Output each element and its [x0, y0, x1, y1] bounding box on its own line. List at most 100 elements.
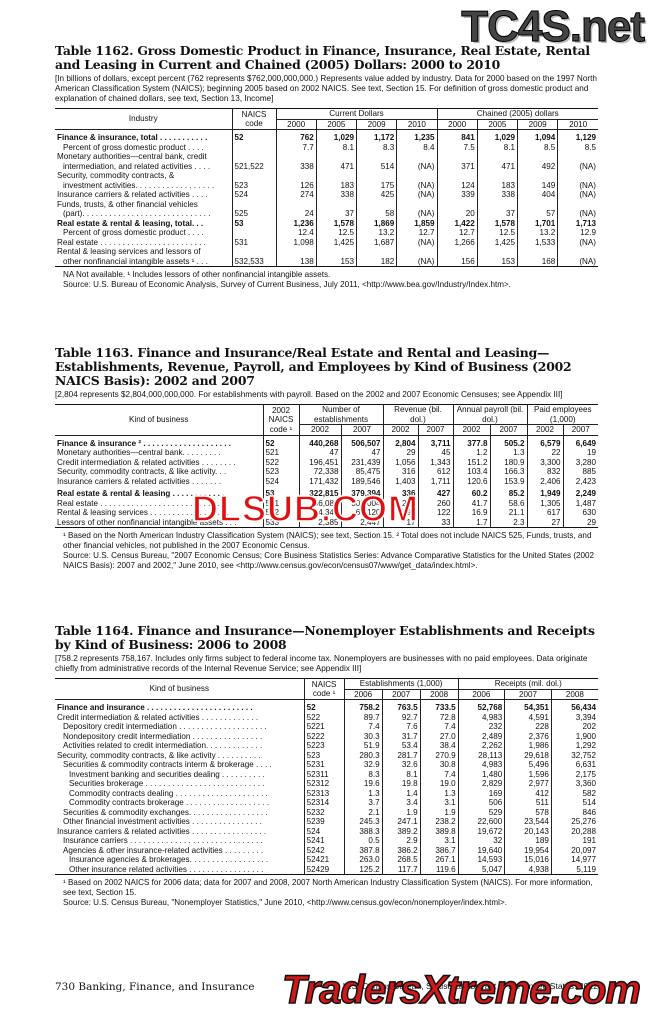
table-row: Securities & commodity contracts interm … [55, 760, 598, 770]
naics-code: 523 [232, 180, 277, 190]
value-cell: 1,425 [316, 237, 358, 247]
table-row: Security, commodity contracts, & [55, 171, 598, 181]
table-1162-notes: NA Not available. ¹ Includes lessors of … [63, 270, 331, 279]
value-cell: 20,143 [504, 826, 552, 836]
row-label: Insurance agencies & brokerages. . . . .… [55, 855, 305, 865]
value-cell: 1,859 [396, 218, 438, 228]
watermark-dlsub: DLSUB.COM [191, 487, 419, 530]
page-number-and-section: 730 Banking, Finance, and Insurance [55, 981, 255, 993]
table-row: Percent of gross domestic product . . . … [55, 228, 598, 238]
table-1164-source: Source: U.S. Census Bureau, "Nonemployer… [63, 898, 507, 907]
value-cell: 1,403 [383, 476, 419, 486]
row-label: Nondepository credit intermediation . . … [55, 731, 305, 741]
table-row: Lessors of other nonfinancial intangible… [55, 517, 598, 528]
value-cell: 30.8 [420, 760, 459, 770]
value-cell: 1,869 [356, 218, 398, 228]
value-cell [356, 247, 398, 257]
value-cell: 404 [517, 190, 559, 200]
table-1163-notes: ¹ Based on the North American Industry C… [63, 531, 592, 550]
value-cell: 1.7 [453, 517, 491, 528]
value-cell: 2,804 [383, 435, 419, 448]
value-cell: 117.7 [382, 864, 421, 875]
value-cell: 612 [418, 467, 454, 477]
value-cell: 377.8 [453, 435, 491, 448]
naics-code: 52 [304, 699, 345, 713]
table-1164-intro: [758.2 represents 758,167. Includes only… [55, 654, 588, 673]
value-cell: 505.2 [490, 435, 528, 448]
value-cell: 1,949 [527, 486, 564, 499]
row-label: Finance & insurance, total . . . . . . .… [55, 129, 233, 143]
value-cell: (NA) [579, 209, 596, 218]
naics-code: 523 [304, 750, 345, 760]
value-cell: 8.1 [382, 769, 421, 779]
value-cell: 21.1 [490, 508, 528, 518]
year-header: 2005 [477, 119, 519, 130]
value-cell: 166.3 [490, 467, 528, 477]
value-cell: 19.0 [420, 779, 459, 789]
table-1163-intro: [2,804 represents $2,804,000,000,000. Fo… [55, 390, 563, 399]
value-cell: 124 [437, 180, 478, 190]
value-cell: 171,432 [299, 476, 342, 486]
naics-code: 5241 [304, 836, 345, 846]
value-cell [276, 171, 317, 181]
naics-code: 52421 [304, 855, 345, 865]
year-header: 2002 [299, 424, 342, 436]
row-label: Other financial investment activities . … [55, 817, 305, 827]
value-cell: 471 [477, 161, 519, 171]
value-cell: 22,600 [458, 817, 506, 827]
value-cell: 3,280 [575, 457, 596, 467]
value-cell: 1,098 [276, 237, 317, 247]
value-cell: 149 [517, 180, 559, 190]
value-cell: 322,815 [299, 486, 342, 499]
row-label: Commodity contracts dealing . . . . . . … [55, 788, 305, 798]
value-cell: 256,086 [299, 498, 342, 508]
naics-code: 531 [232, 237, 277, 247]
value-cell: 7.6 [382, 722, 421, 732]
value-cell: 1,266 [437, 237, 478, 247]
value-cell: 492 [517, 161, 559, 171]
naics-code [232, 171, 277, 181]
value-cell [558, 247, 598, 257]
value-cell [316, 171, 358, 181]
value-cell: 13.2 [517, 228, 559, 238]
table-1162: Industry NAICS code Current Dollars Chai… [55, 108, 598, 267]
value-cell: 1,900 [575, 731, 596, 741]
value-cell: (NA) [579, 180, 596, 190]
value-cell: 2,262 [458, 741, 506, 751]
value-cell: 2,385 [299, 517, 342, 528]
value-cell [437, 247, 478, 257]
table-row: Credit intermediation & related activiti… [55, 712, 598, 722]
value-cell [396, 247, 438, 257]
value-cell: 3.4 [382, 798, 421, 808]
value-cell: 306,004 [341, 498, 384, 508]
value-cell [477, 152, 519, 162]
value-cell: 841 [437, 129, 478, 143]
value-cell [558, 152, 598, 162]
value-cell: 885 [582, 467, 596, 476]
value-cell: 12.9 [580, 228, 596, 237]
value-cell: 238.2 [420, 817, 459, 827]
value-cell: 64,344 [299, 508, 342, 518]
value-cell: 12.5 [477, 228, 519, 238]
value-cell: 4,938 [504, 864, 552, 875]
value-cell: 1.9 [420, 807, 459, 817]
value-cell: 138 [276, 256, 317, 267]
table-row: investment activities. . . . . . . . . .… [55, 180, 598, 190]
row-label: intermediation, and related activities .… [55, 161, 233, 171]
value-cell: 13.2 [356, 228, 398, 238]
value-cell: 53.4 [382, 741, 421, 751]
value-cell: 1,305 [527, 498, 564, 508]
naics-code: 522 [304, 712, 345, 722]
value-cell: 30.3 [344, 731, 383, 741]
value-cell: 189 [504, 836, 552, 846]
value-cell: (NA) [396, 256, 438, 267]
value-cell: 8.1 [477, 142, 519, 152]
value-cell: 22 [527, 448, 564, 458]
value-cell [316, 247, 358, 257]
value-cell: 19.8 [382, 779, 421, 789]
year-header: 2002 [453, 424, 491, 436]
value-cell [316, 199, 358, 209]
value-cell: 32 [458, 836, 506, 846]
year-header: 2007 [504, 689, 552, 700]
value-cell: 189,546 [341, 476, 384, 486]
